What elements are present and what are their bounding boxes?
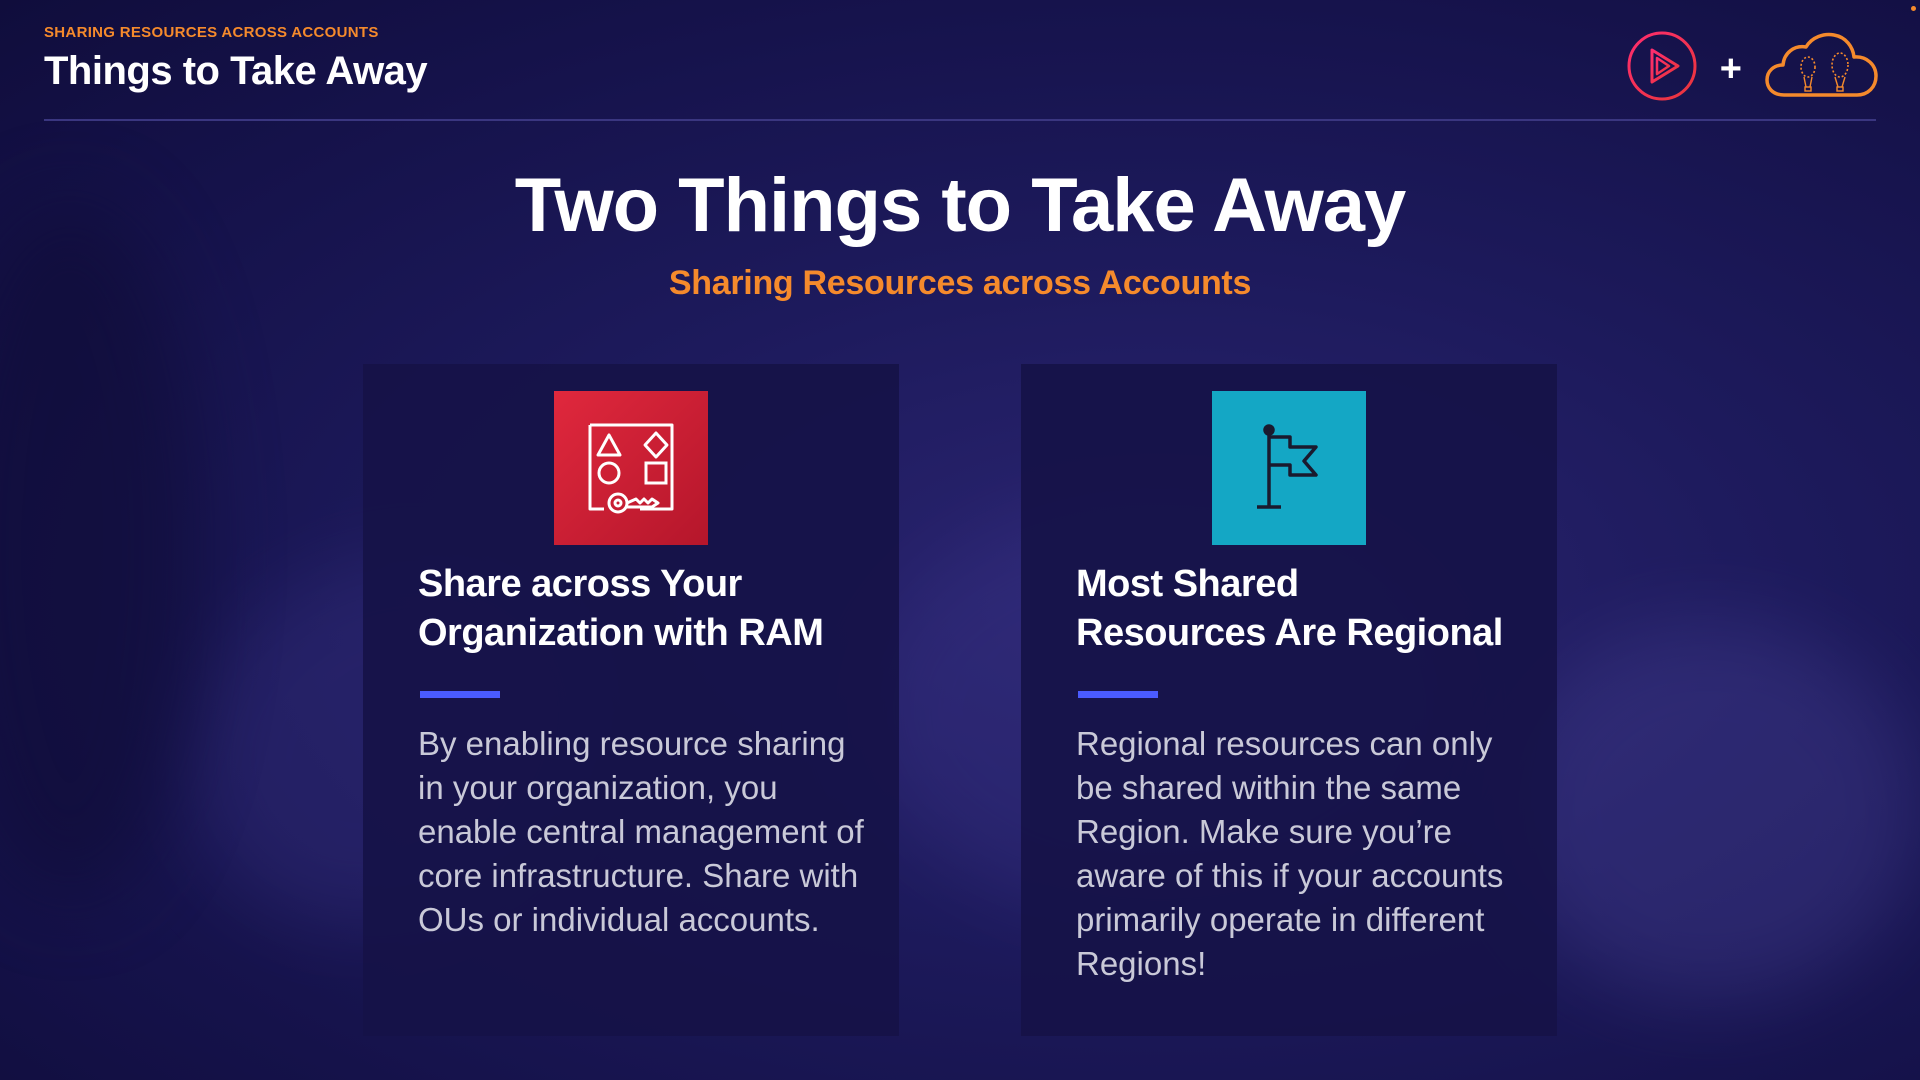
card-accent-bar: [420, 691, 500, 698]
card-heading-line: Most Shared: [1076, 563, 1299, 605]
corner-dot: [1911, 6, 1916, 11]
cloud-hot-air-balloon-icon: [1764, 31, 1880, 106]
plus-sign: +: [1719, 47, 1742, 90]
section-kicker: SHARING RESOURCES ACROSS ACCOUNTS: [44, 24, 379, 41]
header-divider: [44, 119, 1876, 121]
takeaway-card-ram: Share across Your Organization with RAM …: [363, 364, 899, 1036]
slide-header: SHARING RESOURCES ACROSS ACCOUNTS Things…: [44, 24, 428, 94]
card-body: By enabling resource sharing in your org…: [418, 725, 864, 938]
background-blur-shape: [1500, 620, 1920, 1000]
card-heading-line: Resources Are Regional: [1076, 612, 1503, 654]
main-subtitle: Sharing Resources across Accounts: [668, 264, 1252, 302]
logo-group: +: [1626, 30, 1880, 107]
card-heading: Most Shared Resources Are Regional: [1076, 560, 1536, 658]
card-body: Regional resources can only be shared wi…: [1076, 725, 1504, 982]
card-heading: Share across Your Organization with RAM: [418, 560, 878, 658]
play-circle-icon: [1626, 30, 1698, 107]
background-blur-shape: [0, 200, 200, 900]
resource-access-manager-icon: [554, 391, 708, 545]
card-accent-bar: [1078, 691, 1158, 698]
main-title: Two Things to Take Away: [514, 163, 1407, 248]
card-heading-line: Organization with RAM: [418, 612, 824, 654]
page-title: Things to Take Away: [44, 49, 428, 93]
flag-icon: [1212, 391, 1366, 545]
card-heading-line: Share across Your: [418, 563, 742, 605]
takeaway-card-regional: Most Shared Resources Are Regional Regio…: [1021, 364, 1557, 1036]
